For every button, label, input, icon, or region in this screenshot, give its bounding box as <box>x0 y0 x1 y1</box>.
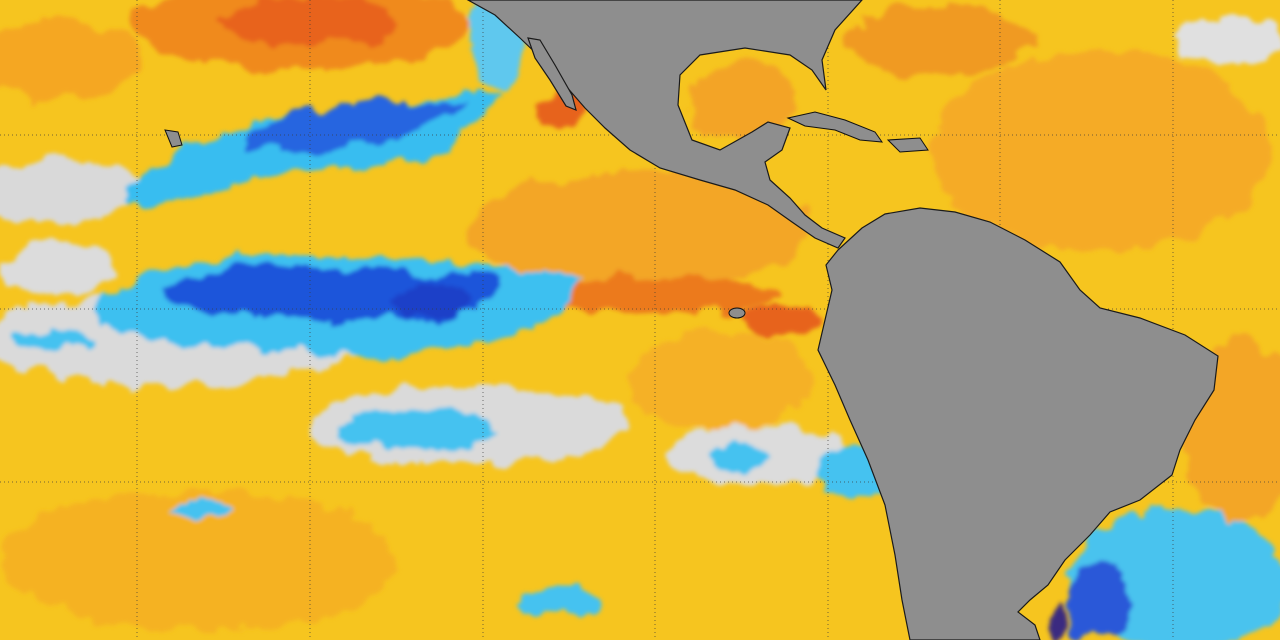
neutral-patch <box>0 245 120 295</box>
cold-patch <box>390 284 470 316</box>
hawaii <box>164 129 183 148</box>
neutral-patch <box>0 160 150 220</box>
warm-patch <box>470 170 810 290</box>
cool-patch <box>520 586 600 614</box>
neutral-patch <box>1180 15 1280 65</box>
warm-patch <box>540 277 780 313</box>
warm-patch <box>685 60 795 140</box>
warm-patch <box>630 330 810 430</box>
baja-california <box>527 37 577 112</box>
south-america <box>817 207 1219 640</box>
warm-patch <box>740 304 820 336</box>
cool-patch <box>10 328 90 352</box>
warm-patch <box>930 50 1270 250</box>
cold-patch <box>1050 605 1070 640</box>
warm-patch <box>220 0 400 45</box>
warm-patch <box>0 20 140 100</box>
cool-patch <box>170 500 230 520</box>
cold-patch <box>1070 560 1130 640</box>
warm-patch <box>850 5 1030 75</box>
cold-patch <box>250 99 470 150</box>
cuba <box>786 111 884 143</box>
land <box>164 0 1219 640</box>
cool-patch <box>340 412 500 448</box>
galapagos <box>728 307 746 319</box>
cool-patch <box>710 443 770 467</box>
warm-patch <box>0 490 400 630</box>
hispaniola <box>886 137 929 153</box>
north-central-america <box>466 0 863 249</box>
